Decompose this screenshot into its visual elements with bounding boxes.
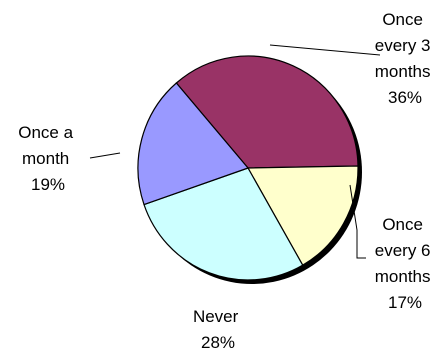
label-once-a-month: Once a month 19% (18, 123, 78, 194)
label-3-line-1: month (22, 149, 69, 168)
label-2-pct: 28% (201, 333, 235, 352)
slice-once-every-6-months (247, 165, 359, 266)
label-1-line-1: every 6 (375, 241, 431, 260)
slice-once-a-month (137, 82, 249, 206)
pie-slices (137, 55, 359, 281)
label-2-line-0: Never (193, 307, 239, 326)
label-1-line-2: months (375, 267, 431, 286)
leader-once-every-3-months (269, 44, 381, 56)
label-0-line-0: Once (382, 10, 423, 29)
slice-never (143, 167, 304, 281)
label-3-line-0: Once a (18, 123, 73, 142)
label-0-line-1: every 3 (375, 36, 431, 55)
leader-once-a-month (89, 152, 121, 159)
label-1-pct: 17% (388, 293, 422, 312)
label-0-line-2: months (375, 62, 431, 81)
label-3-pct: 19% (31, 175, 65, 194)
label-never: Never 28% (193, 307, 243, 352)
label-once-every-3-months: Once every 3 months 36% (375, 10, 435, 107)
label-once-every-6-months: Once every 6 months 17% (375, 215, 435, 312)
leader-once-every-6-months (349, 184, 366, 259)
label-0-pct: 36% (388, 88, 422, 107)
label-1-line-0: Once (382, 215, 423, 234)
slice-once-every-3-months (175, 55, 359, 169)
leader-lines (89, 44, 381, 259)
